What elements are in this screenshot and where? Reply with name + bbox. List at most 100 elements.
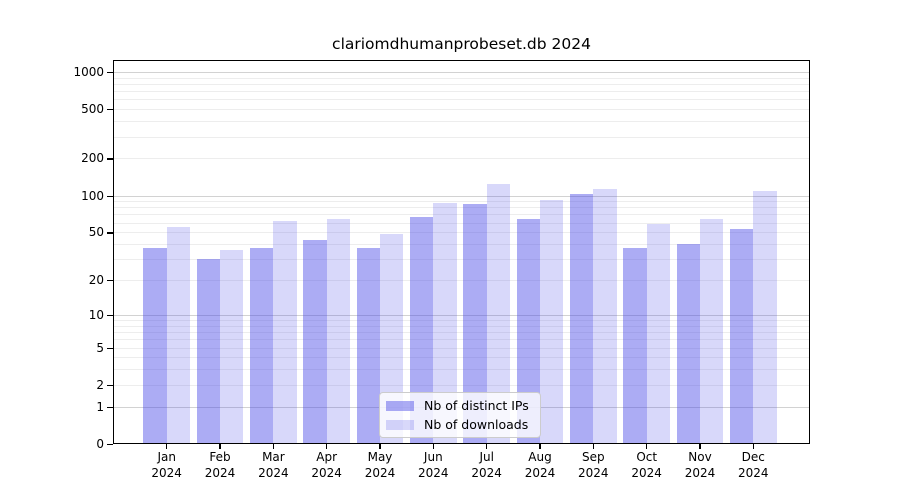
y-tick-mark bbox=[107, 71, 113, 74]
y-tick-label: 500 bbox=[81, 102, 104, 117]
x-tick-mark bbox=[219, 444, 221, 449]
bar-distinct-ips-sep bbox=[570, 194, 594, 444]
y-tick-label: 2 bbox=[96, 377, 104, 392]
bar-downloads-jul bbox=[486, 184, 510, 444]
x-tick-label: Nov 2024 bbox=[670, 450, 730, 481]
x-tick-label: Jan 2024 bbox=[137, 450, 197, 481]
grid-line-minor bbox=[113, 99, 810, 101]
grid-line-minor bbox=[113, 280, 810, 281]
grid-line-minor bbox=[113, 259, 810, 261]
grid-line-minor bbox=[113, 320, 810, 321]
bar-downloads-may bbox=[380, 234, 404, 444]
x-tick-mark bbox=[646, 444, 648, 449]
grid-line-minor bbox=[113, 207, 810, 209]
bar-downloads-oct bbox=[646, 224, 670, 444]
y-tick-mark bbox=[107, 314, 113, 317]
x-tick-mark bbox=[432, 444, 434, 449]
grid-line-minor bbox=[113, 384, 810, 386]
x-tick-label: Oct 2024 bbox=[617, 450, 677, 481]
x-tick-year: 2024 bbox=[311, 465, 342, 480]
x-tick-year: 2024 bbox=[578, 465, 609, 480]
bar-downloads-apr bbox=[326, 219, 350, 444]
grid-line-minor bbox=[113, 91, 810, 93]
x-tick-month: Mar bbox=[262, 450, 285, 464]
y-tick-mark bbox=[107, 384, 113, 387]
bar-distinct-ips-jul bbox=[463, 204, 487, 444]
grid-line-minor bbox=[113, 136, 810, 138]
bar-distinct-ips-apr bbox=[303, 240, 327, 444]
y-tick-label: 10 bbox=[88, 307, 104, 322]
y-tick-mark bbox=[107, 158, 113, 160]
y-tick-mark bbox=[107, 195, 113, 197]
x-tick-year: 2024 bbox=[684, 465, 716, 480]
bar-downloads-jun bbox=[433, 202, 457, 444]
bar-distinct-ips-jan bbox=[143, 248, 167, 444]
y-tick-mark bbox=[107, 232, 113, 234]
grid-line-minor bbox=[113, 347, 810, 349]
x-tick-label: Aug 2024 bbox=[510, 450, 570, 481]
bar-distinct-ips-mar bbox=[250, 248, 274, 444]
y-tick-mark bbox=[107, 347, 113, 349]
grid-line-minor bbox=[113, 77, 810, 79]
grid-line-minor bbox=[113, 357, 810, 359]
x-tick-mark bbox=[379, 444, 381, 449]
grid-line-minor bbox=[113, 214, 810, 216]
y-tick-label: 0 bbox=[96, 437, 104, 451]
y-tick-label: 1000 bbox=[73, 64, 104, 79]
x-tick-label: Mar 2024 bbox=[243, 450, 303, 481]
bar-distinct-ips-dec bbox=[730, 229, 754, 444]
x-tick-mark bbox=[326, 444, 328, 449]
x-tick-label: Dec 2024 bbox=[723, 450, 783, 481]
legend-item-distinct-ips: Nb of distinct IPs bbox=[380, 398, 540, 414]
y-tick-mark bbox=[107, 109, 113, 111]
grid-line-minor bbox=[113, 201, 810, 203]
bar-distinct-ips-nov bbox=[676, 244, 700, 444]
bar-downloads-feb bbox=[220, 249, 244, 444]
grid-line-minor bbox=[113, 158, 810, 160]
x-tick-year: 2024 bbox=[204, 465, 236, 480]
legend-label-distinct-ips: Nb of distinct IPs bbox=[424, 397, 529, 413]
x-tick-year: 2024 bbox=[418, 465, 449, 480]
x-tick-label: Jun 2024 bbox=[403, 450, 463, 481]
y-tick-label: 20 bbox=[88, 273, 104, 287]
bar-distinct-ips-may bbox=[356, 248, 380, 444]
grid-line-minor bbox=[113, 83, 810, 85]
y-tick-label: 1 bbox=[96, 399, 104, 414]
grid-line-minor bbox=[113, 339, 810, 341]
x-tick-month: Jul bbox=[479, 450, 494, 464]
bar-downloads-jan bbox=[166, 227, 190, 444]
x-tick-month: Feb bbox=[209, 450, 231, 464]
x-tick-year: 2024 bbox=[364, 465, 396, 480]
x-tick-month: Nov bbox=[688, 450, 712, 464]
y-tick-label: 5 bbox=[96, 340, 104, 355]
bar-downloads-nov bbox=[700, 219, 724, 444]
x-tick-label: Feb 2024 bbox=[190, 450, 250, 481]
x-tick-mark bbox=[592, 444, 594, 449]
y-tick-mark bbox=[107, 280, 113, 282]
y-tick-label: 200 bbox=[81, 151, 104, 166]
x-tick-year: 2024 bbox=[258, 465, 289, 480]
x-tick-month: Aug bbox=[528, 450, 552, 464]
x-tick-month: Jan bbox=[157, 450, 176, 464]
grid-line-major bbox=[113, 195, 810, 197]
x-tick-mark bbox=[699, 444, 701, 449]
grid-line-minor bbox=[113, 325, 810, 327]
grid-line-minor bbox=[113, 109, 810, 111]
x-tick-month: May bbox=[367, 450, 393, 464]
grid-line-major bbox=[113, 314, 810, 316]
x-tick-year: 2024 bbox=[631, 465, 662, 480]
legend-item-downloads: Nb of downloads bbox=[380, 417, 540, 433]
grid-line-minor bbox=[113, 121, 810, 123]
grid-line-minor bbox=[113, 232, 810, 234]
bar-downloads-sep bbox=[593, 188, 617, 444]
y-tick-label: 50 bbox=[88, 225, 104, 240]
y-tick-mark bbox=[107, 406, 113, 408]
x-tick-label: Sep 2024 bbox=[563, 450, 623, 481]
y-tick-label: 100 bbox=[81, 188, 104, 203]
legend-label-downloads: Nb of downloads bbox=[424, 416, 529, 432]
x-tick-month: Dec bbox=[741, 450, 765, 464]
bar-downloads-mar bbox=[273, 220, 297, 444]
grid-line-minor bbox=[113, 222, 810, 224]
grid-line-major bbox=[113, 71, 810, 73]
y-tick-mark bbox=[107, 444, 113, 446]
